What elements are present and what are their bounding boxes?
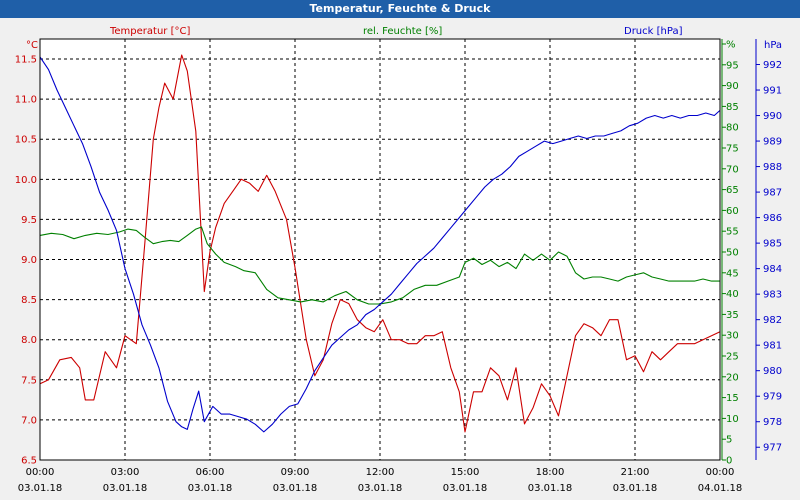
hum-tick-label: 10 xyxy=(726,414,739,425)
x-tick-date: 03.01.18 xyxy=(273,483,318,494)
press-tick-label: 991 xyxy=(763,86,782,97)
x-tick-date: 03.01.18 xyxy=(103,483,148,494)
x-tick-time: 03:00 xyxy=(111,467,140,478)
hum-tick-label: % xyxy=(726,40,736,51)
hum-tick-label: 60 xyxy=(726,206,739,217)
hum-tick-label: 70 xyxy=(726,164,739,175)
x-tick-time: 15:00 xyxy=(451,467,480,478)
x-tick-date: 03.01.18 xyxy=(188,483,233,494)
x-tick-date: 03.01.18 xyxy=(528,483,573,494)
press-tick-label: 984 xyxy=(763,264,782,275)
temp-tick-label: 10.5 xyxy=(15,135,37,146)
hum-tick-label: 45 xyxy=(726,268,739,279)
x-tick-date: 03.01.18 xyxy=(613,483,658,494)
hum-tick-label: 5 xyxy=(726,435,732,446)
x-tick-time: 06:00 xyxy=(196,467,225,478)
press-tick-label: 990 xyxy=(763,111,782,122)
x-tick-time: 09:00 xyxy=(281,467,310,478)
hum-tick-label: 0 xyxy=(726,456,732,467)
x-tick-time: 21:00 xyxy=(621,467,650,478)
hum-tick-label: 25 xyxy=(726,352,739,363)
temp-tick-label: 8.5 xyxy=(21,295,37,306)
x-tick-time: 00:00 xyxy=(26,467,55,478)
temp-tick-label: 11.0 xyxy=(15,95,37,106)
x-tick-time: 18:00 xyxy=(536,467,565,478)
legend-hum: rel. Feuchte [%] xyxy=(363,26,442,37)
temp-tick-label: 10.0 xyxy=(15,175,37,186)
hum-tick-label: 55 xyxy=(726,227,739,238)
press-tick-label: 987 xyxy=(763,188,782,199)
press-tick-label: 977 xyxy=(763,443,782,454)
temp-tick-label: 7.0 xyxy=(21,415,37,426)
hum-tick-label: 90 xyxy=(726,81,739,92)
press-tick-label: 985 xyxy=(763,239,782,250)
legend-press: Druck [hPa] xyxy=(624,26,683,37)
press-tick-label: 992 xyxy=(763,60,782,71)
press-tick-label: 979 xyxy=(763,392,782,403)
series-line-hum xyxy=(39,226,720,305)
press-tick-label: 981 xyxy=(763,341,782,352)
pressure-unit: hPa xyxy=(764,40,782,51)
x-tick-date: 04.01.18 xyxy=(698,483,743,494)
hum-tick-label: 80 xyxy=(726,123,739,134)
press-tick-label: 989 xyxy=(763,137,782,148)
tick-labels: 00:00 03.01.18 03:00 03.01.18 06:00 03.01.18 0… xyxy=(15,40,782,495)
legend-temp: Temperatur [°C] xyxy=(109,26,190,37)
hum-tick-label: 35 xyxy=(726,310,739,321)
temp-tick-label: 8.0 xyxy=(21,335,37,346)
x-tick-time: 12:00 xyxy=(366,467,395,478)
hum-tick-label: 75 xyxy=(726,144,739,155)
hum-tick-label: 40 xyxy=(726,289,739,300)
temp-tick-label: 11.5 xyxy=(15,55,37,66)
press-tick-label: 988 xyxy=(763,162,782,173)
x-tick-date: 03.01.18 xyxy=(358,483,403,494)
temp-tick-label: 9.5 xyxy=(21,215,37,226)
press-tick-label: 980 xyxy=(763,366,782,377)
press-tick-label: 986 xyxy=(763,213,782,224)
x-tick-date: 03.01.18 xyxy=(443,483,488,494)
press-tick-label: 982 xyxy=(763,315,782,326)
press-tick-label: 983 xyxy=(763,290,782,301)
grid xyxy=(39,39,721,460)
hum-tick-label: 95 xyxy=(726,60,739,71)
series-line-press xyxy=(39,56,721,433)
temp-unit: °C xyxy=(26,40,38,51)
temp-tick-label: 6.5 xyxy=(21,456,37,467)
hum-tick-label: 15 xyxy=(726,393,739,404)
hum-tick-label: 65 xyxy=(726,185,739,196)
hum-tick-label: 50 xyxy=(726,248,739,259)
series-line-temp xyxy=(39,54,721,433)
temp-tick-label: 9.0 xyxy=(21,255,37,266)
hum-tick-label: 85 xyxy=(726,102,739,113)
x-tick-time: 00:00 xyxy=(706,467,735,478)
hum-tick-label: 20 xyxy=(726,372,739,383)
series-lines xyxy=(39,54,721,433)
press-tick-label: 978 xyxy=(763,417,782,428)
hum-tick-label: 30 xyxy=(726,331,739,342)
plot-frame xyxy=(39,38,721,461)
x-tick-date: 03.01.18 xyxy=(18,483,63,494)
window-title: Temperatur, Feuchte & Druck xyxy=(0,0,800,18)
temp-tick-label: 7.5 xyxy=(21,375,37,386)
